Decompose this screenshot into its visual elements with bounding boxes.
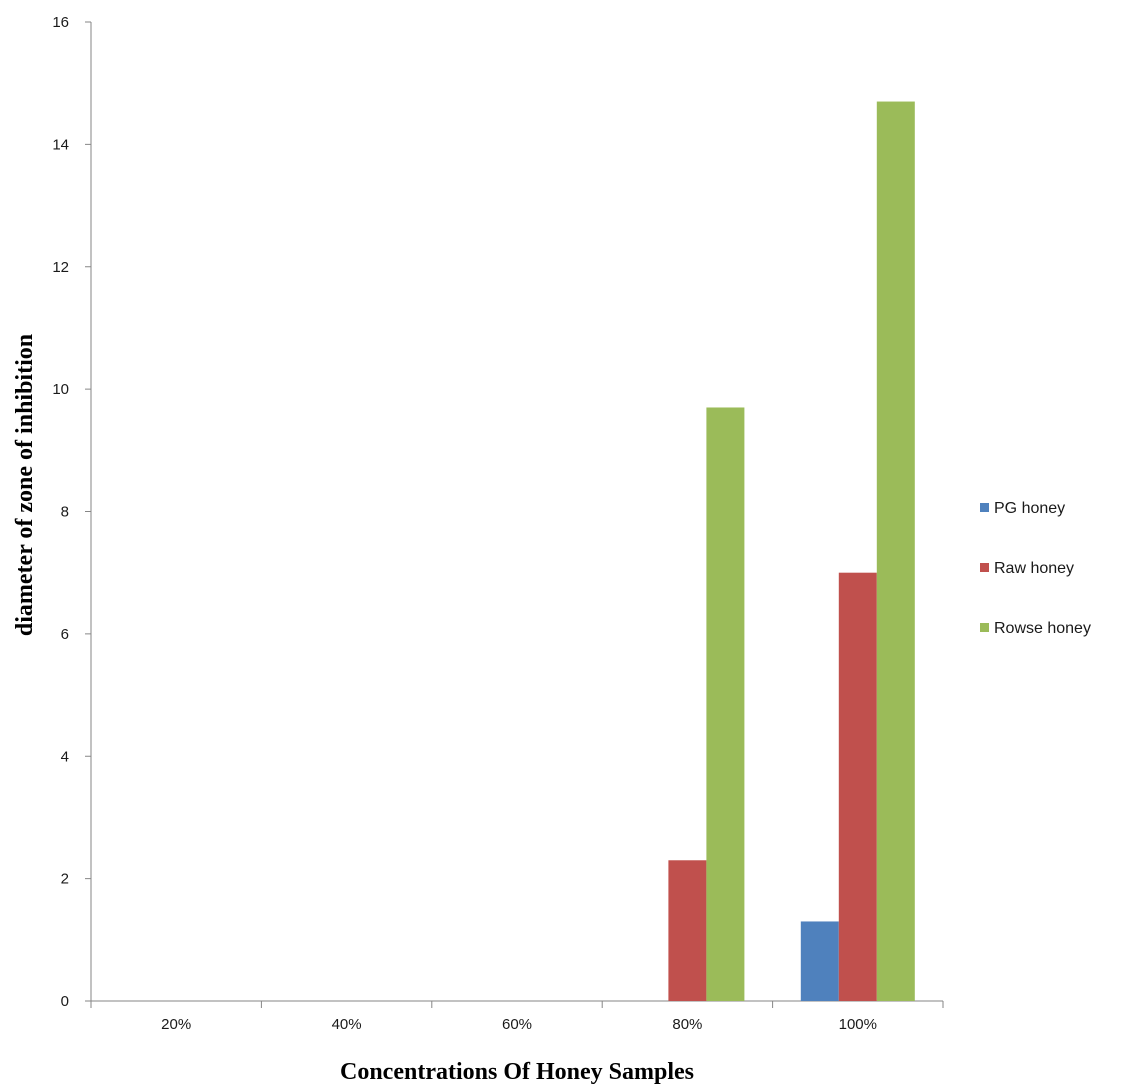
legend-label: Raw honey xyxy=(994,560,1074,577)
x-tick-label: 80% xyxy=(672,1016,702,1033)
bar-rowse-honey-80pct xyxy=(706,407,745,1001)
x-tick-label: 40% xyxy=(332,1016,362,1033)
axes xyxy=(85,21,944,1008)
y-tick-label: 4 xyxy=(61,748,69,765)
y-tick-label: 6 xyxy=(61,626,69,643)
x-tick-label: 60% xyxy=(502,1016,532,1033)
bar-raw-honey-80pct xyxy=(668,860,707,1001)
tick-labels: 0 2 4 6 8 10 12 14 16 20% 40% 60% 80% 100% xyxy=(52,14,877,1033)
x-tick-label: 20% xyxy=(161,1016,191,1033)
x-axis-title: Concentrations Of Honey Samples xyxy=(340,1059,694,1085)
legend: PG honey Raw honey Rowse honey xyxy=(980,500,1091,637)
bars xyxy=(668,101,915,1001)
legend-swatch xyxy=(980,503,989,512)
y-tick-label: 16 xyxy=(52,14,69,31)
legend-swatch xyxy=(980,563,989,572)
bar-raw-honey-100pct xyxy=(838,572,877,1001)
legend-label: PG honey xyxy=(994,500,1065,517)
legend-label: Rowse honey xyxy=(994,620,1091,637)
bar-pg-honey-100pct xyxy=(800,921,839,1001)
y-tick-label: 2 xyxy=(61,871,69,888)
y-tick-label: 8 xyxy=(61,504,69,521)
y-tick-label: 14 xyxy=(52,136,69,153)
bar-rowse-honey-100pct xyxy=(876,101,915,1001)
y-axis-title: diameter of zone of inhibition xyxy=(12,334,38,636)
y-tick-label: 0 xyxy=(61,993,69,1010)
x-tick-label: 100% xyxy=(839,1016,877,1033)
legend-swatch xyxy=(980,623,989,632)
y-tick-label: 10 xyxy=(52,381,69,398)
y-tick-label: 12 xyxy=(52,259,69,276)
